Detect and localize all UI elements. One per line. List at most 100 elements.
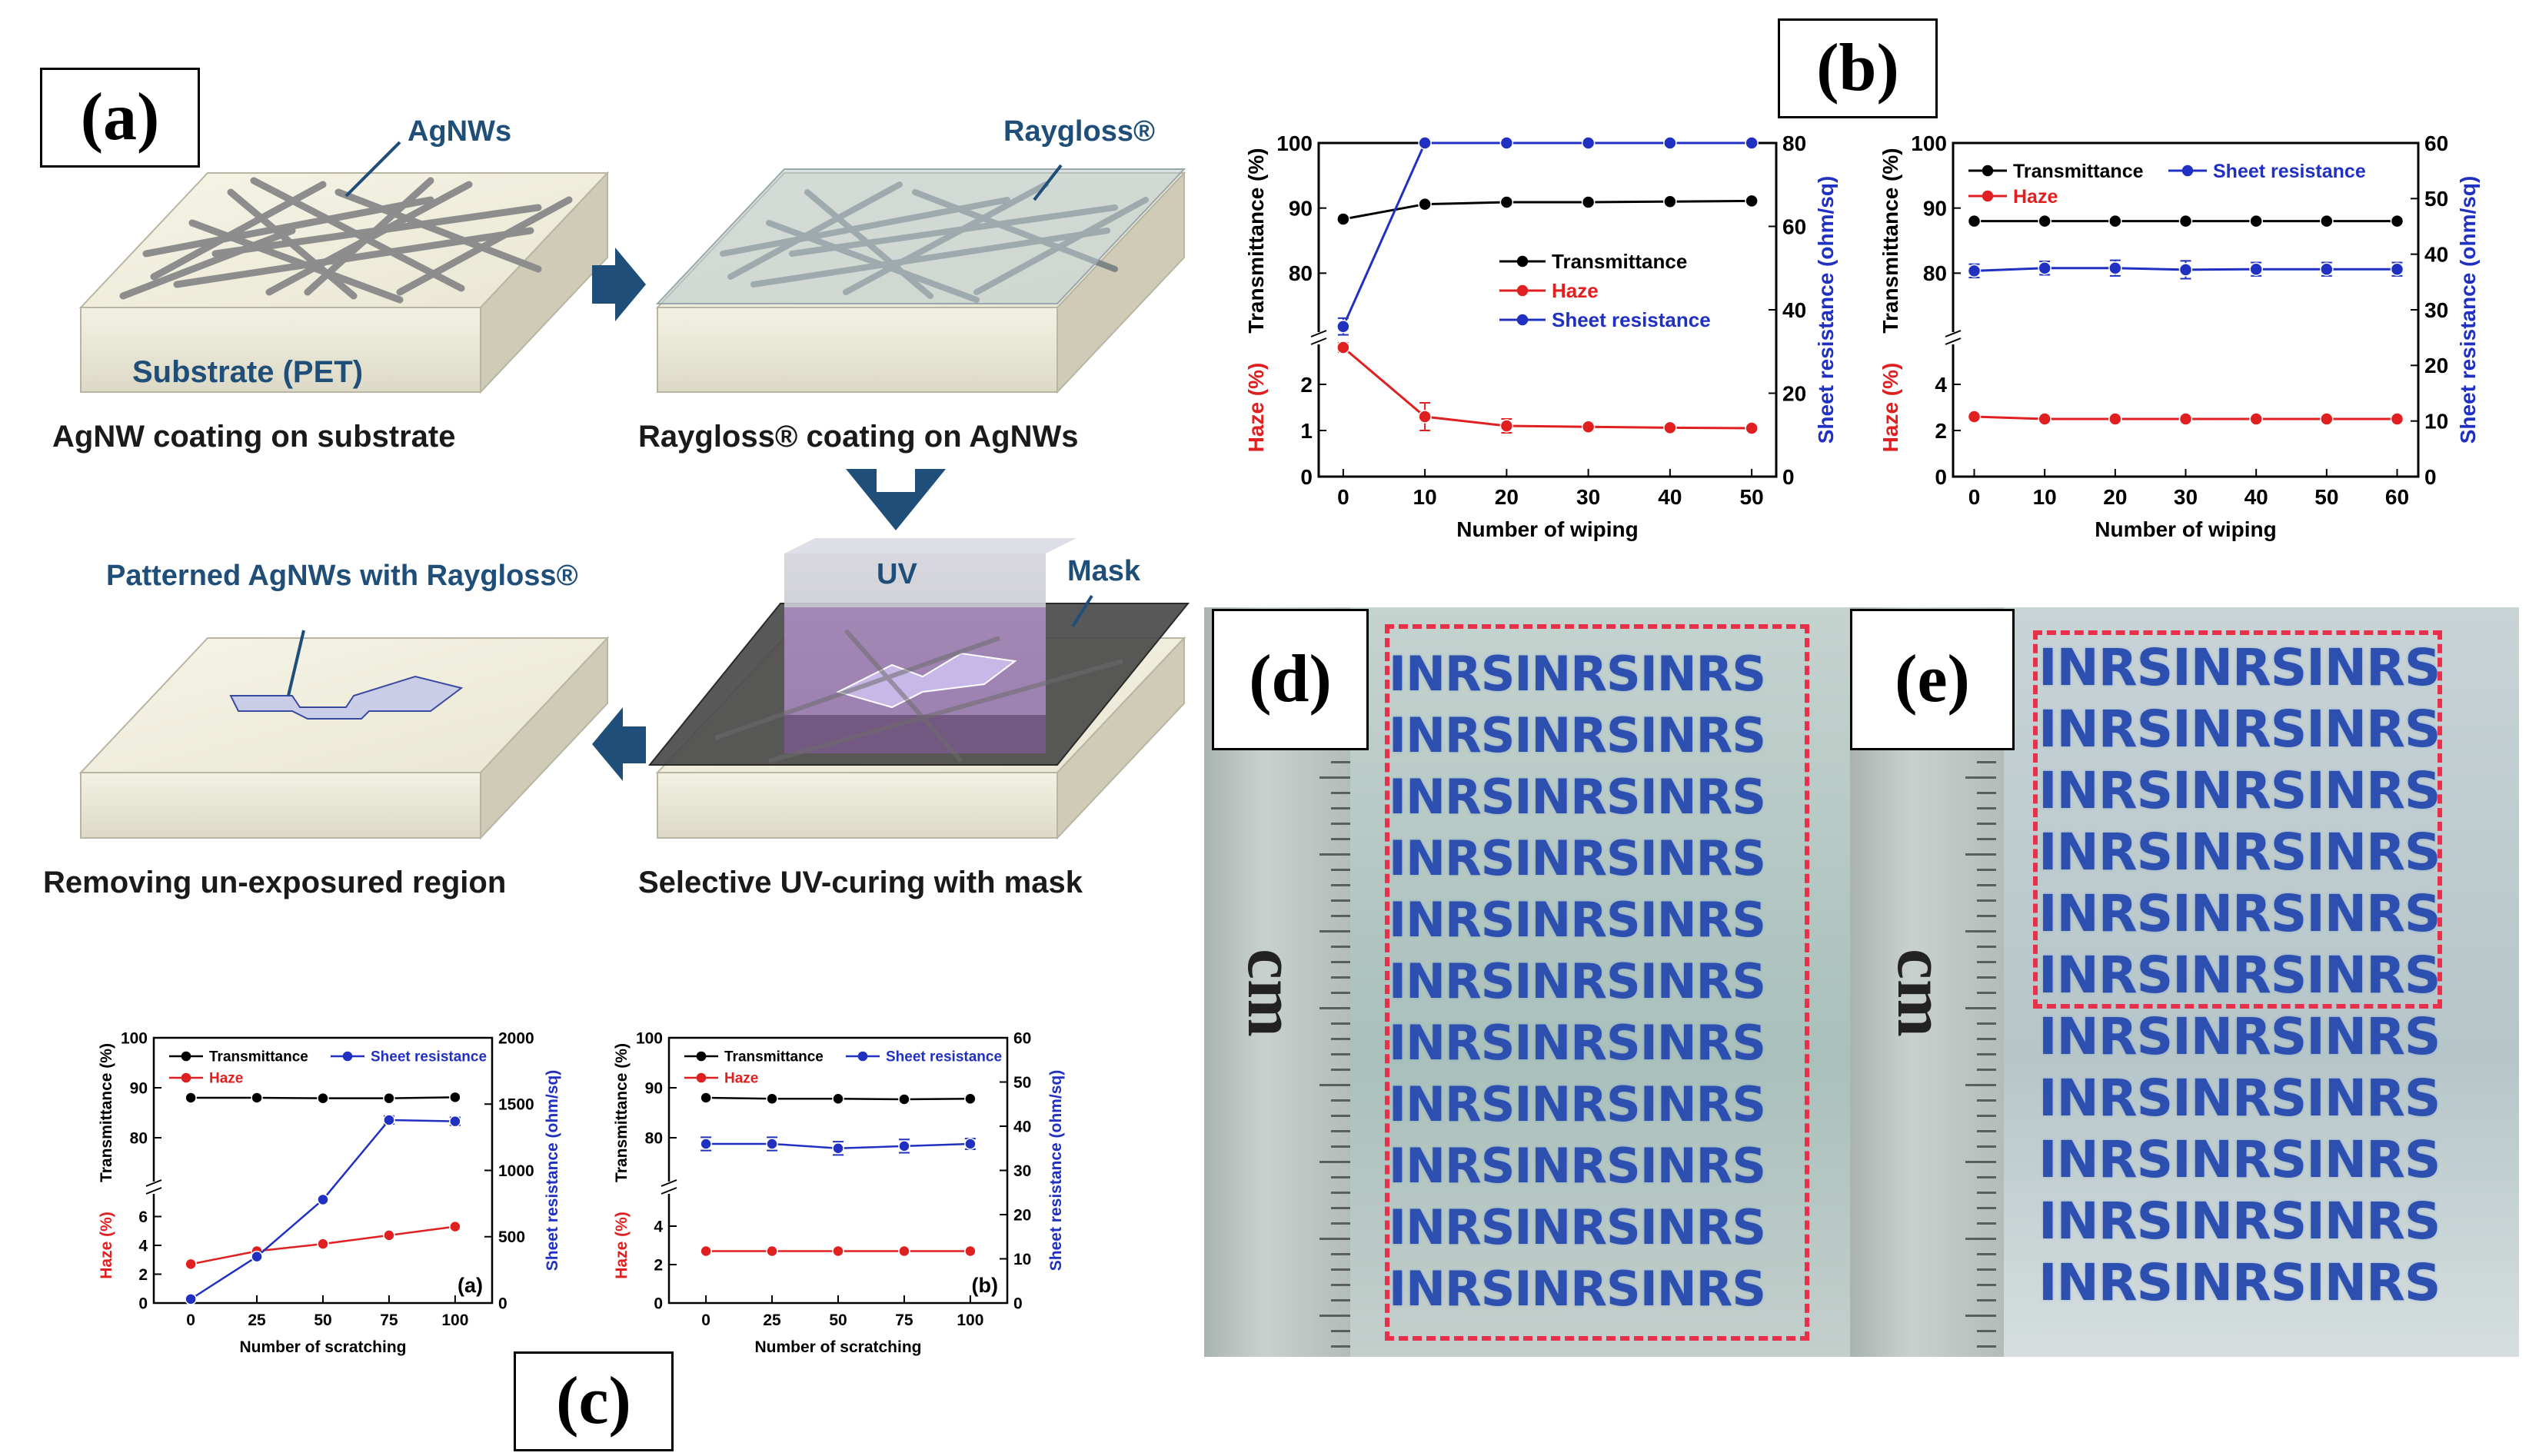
ruler-tick: [1319, 1084, 1350, 1086]
legend-label: Haze: [209, 1071, 243, 1087]
ruler-tick: [1331, 807, 1350, 809]
x-tick-label: 0: [701, 1311, 710, 1329]
mask-label: Mask: [1067, 555, 1141, 587]
data-point: [1418, 197, 1432, 211]
legend-label: Transmittance: [2013, 161, 2144, 182]
ruler-tick: [1331, 1099, 1350, 1102]
data-point: [1967, 214, 1982, 228]
slab-uv-mask: [647, 538, 1190, 840]
raygloss-label: Raygloss®: [1003, 115, 1155, 148]
raygloss-pointer: [1033, 164, 1063, 201]
x-tick-label: 60: [2385, 485, 2409, 509]
data-point: [1418, 410, 1432, 424]
y2-axis-title: Sheet resistance (ohm/sq): [2456, 176, 2480, 444]
x-tick-label: 0: [1968, 485, 1981, 509]
legend-marker: [342, 1051, 353, 1062]
patterned-label: Patterned AgNWs with Raygloss®: [106, 560, 578, 592]
pattern-region-d: [1385, 624, 1809, 1341]
x-tick-label: 100: [957, 1311, 983, 1329]
x-tick-label: 20: [1495, 485, 1519, 509]
axis-break-mark: [1310, 337, 1327, 345]
x-tick-label: 30: [1576, 485, 1600, 509]
ruler-tick: [1977, 1115, 1996, 1117]
ruler-tick: [1331, 869, 1350, 871]
y-axis-title-top: Transmittance (%): [98, 1043, 115, 1182]
data-point: [317, 1092, 329, 1105]
ruler-tick: [1331, 1268, 1350, 1271]
data-point: [1663, 136, 1677, 150]
data-point: [185, 1092, 197, 1104]
ruler-tick: [1331, 976, 1350, 979]
series-line: [1342, 346, 1752, 430]
legend-label: Haze: [1552, 279, 1599, 302]
data-point: [2320, 262, 2334, 276]
data-point: [1745, 194, 1759, 208]
ruler-tick: [1331, 1253, 1350, 1255]
y-tick-label: 0: [1935, 465, 1947, 489]
data-point: [2249, 214, 2263, 228]
data-point: [700, 1092, 712, 1104]
slab-raygloss: [655, 168, 1186, 394]
ruler-tick: [1977, 1253, 1996, 1255]
pattern-pointer: [287, 630, 305, 696]
y-tick-label: 100: [1276, 131, 1313, 155]
y2-tick-label: 80: [1782, 131, 1806, 155]
data-point: [1581, 136, 1596, 150]
pattern-row: INRSINRSINRS: [1389, 1261, 1766, 1317]
data-point: [383, 1114, 395, 1126]
legend-marker: [1982, 190, 1994, 202]
data-point: [449, 1220, 461, 1233]
x-axis-title: Number of scratching: [239, 1338, 406, 1356]
pattern-row: INRSINRSINRS: [1389, 769, 1766, 825]
data-point: [1499, 136, 1514, 150]
ruler-tick: [1965, 1007, 1996, 1009]
y2-tick-label: 60: [2424, 131, 2448, 155]
ruler-tick: [1977, 1038, 1996, 1040]
x-tick-label: 40: [2244, 485, 2268, 509]
ruler-tick: [1331, 1299, 1350, 1301]
legend-marker: [696, 1072, 707, 1083]
data-point: [766, 1245, 778, 1258]
data-point: [898, 1093, 910, 1105]
ruler-tick: [1331, 1069, 1350, 1071]
ruler-tick: [1965, 1315, 1996, 1317]
x-tick-label: 0: [186, 1311, 195, 1329]
data-point: [964, 1138, 977, 1150]
axis-break-mark: [145, 1179, 162, 1187]
ruler-tick: [1977, 1345, 1996, 1348]
ruler-tick: [1977, 976, 1996, 979]
ruler-tick: [1977, 1022, 1996, 1025]
y2-tick-label: 50: [2424, 187, 2448, 211]
y2-axis-title: Sheet resistance (ohm/sq): [1047, 1070, 1065, 1271]
y-tick-label: 100: [121, 1029, 148, 1047]
ruler-tick: [1319, 1007, 1350, 1009]
ruler-unit-e: cm: [1882, 949, 1959, 1037]
axis-break-mark: [1945, 337, 1962, 345]
pattern-region-e: [2033, 630, 2442, 1009]
ruler-tick: [1331, 899, 1350, 902]
panel-a-label: (a): [40, 68, 200, 168]
ruler-tick: [1977, 1207, 1996, 1209]
panel-c-label: (c): [514, 1351, 674, 1451]
data-point: [2178, 412, 2193, 426]
ruler-tick: [1331, 1345, 1350, 1348]
ruler-tick: [1977, 1130, 1996, 1132]
panel-e-label: (e): [1850, 609, 2015, 750]
x-tick-label: 10: [2033, 485, 2057, 509]
step1-caption: AgNW coating on substrate: [52, 420, 456, 454]
y-tick-label: 90: [1289, 196, 1313, 220]
x-tick-label: 50: [829, 1311, 847, 1329]
ruler-tick: [1965, 853, 1996, 856]
data-point: [2038, 412, 2051, 426]
series-line: [190, 1119, 455, 1300]
y-axis-title-bottom: Haze (%): [613, 1212, 631, 1279]
y2-tick-label: 0: [1782, 465, 1795, 489]
data-point: [1967, 264, 1982, 278]
pattern-row: INRSINRSINRS: [2038, 1253, 2441, 1312]
y2-tick-label: 30: [2424, 298, 2448, 322]
axis-break-mark: [661, 1179, 677, 1187]
sample-d-film: [1350, 607, 1850, 1357]
arrow-right-icon: [592, 248, 646, 321]
